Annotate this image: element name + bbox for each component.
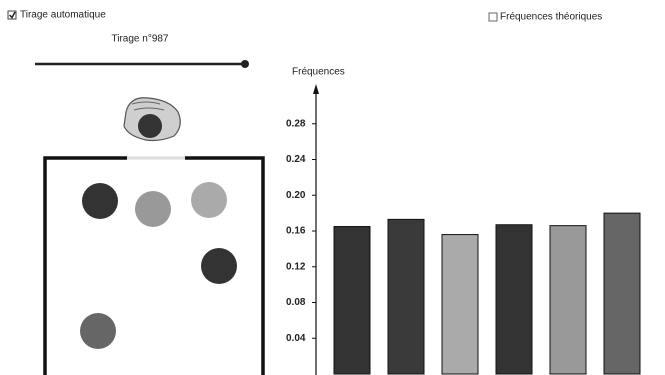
y-tick-label: 0.16 — [286, 226, 306, 237]
y-tick-label: 0.12 — [286, 261, 306, 272]
applet: Tirage automatique Fréquences théoriques… — [0, 0, 665, 375]
checkbox-box[interactable] — [489, 13, 497, 21]
y-axis-label: Fréquences — [292, 67, 345, 78]
slider-knob[interactable] — [241, 60, 249, 68]
hand-icon — [124, 98, 180, 141]
bar — [550, 226, 586, 374]
bar — [388, 219, 424, 374]
y-tick-label: 0.04 — [286, 333, 306, 344]
bar — [604, 213, 640, 374]
auto-draw-checkbox[interactable]: Tirage automatique — [8, 10, 106, 21]
checkbox-label[interactable]: Tirage automatique — [20, 10, 106, 21]
bar — [496, 225, 532, 374]
y-tick-label: 0.08 — [286, 297, 306, 308]
urn — [45, 158, 263, 375]
checkbox-label[interactable]: Fréquences théoriques — [500, 12, 602, 23]
bar — [334, 227, 370, 374]
y-tick-label: 0.20 — [286, 190, 306, 201]
y-tick-label: 0.28 — [286, 118, 306, 129]
theoretical-checkbox[interactable]: Fréquences théoriques — [489, 12, 602, 23]
bar — [442, 235, 478, 374]
y-axis-arrow — [313, 84, 319, 94]
y-tick-label: 0.24 — [286, 154, 306, 165]
draw-counter: Tirage n°987 — [112, 34, 169, 45]
